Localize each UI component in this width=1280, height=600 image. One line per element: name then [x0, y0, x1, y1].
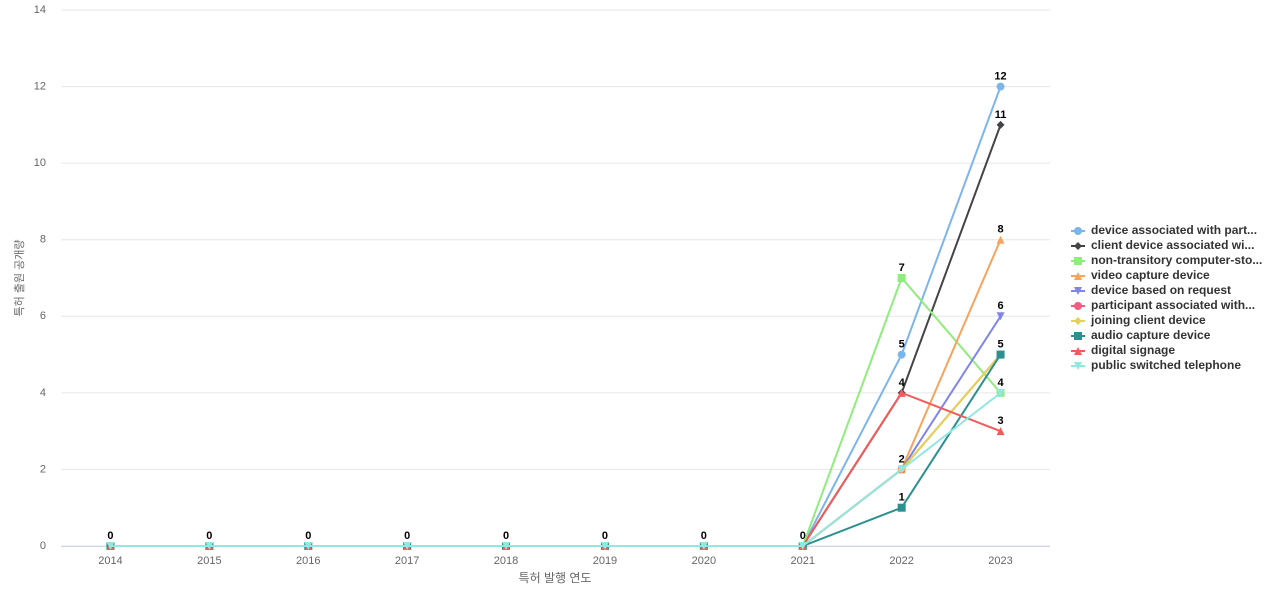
data-label: 1 — [899, 492, 905, 504]
data-label: 0 — [701, 530, 707, 542]
legend-item[interactable]: client device associated wi... — [1071, 238, 1254, 252]
x-tick-label: 2021 — [791, 555, 815, 567]
data-point — [996, 82, 1005, 91]
legend-label: joining client device — [1090, 313, 1206, 327]
series-line — [110, 353, 1002, 547]
data-point — [996, 120, 1005, 129]
legend-item[interactable]: device associated with part... — [1071, 223, 1257, 237]
y-tick-label: 14 — [34, 4, 46, 16]
x-tick-label: 2014 — [98, 555, 122, 567]
data-label: 2 — [899, 453, 905, 465]
x-tick-label: 2018 — [494, 555, 518, 567]
data-point — [205, 542, 214, 550]
data-point — [798, 542, 807, 550]
legend-marker — [1074, 332, 1082, 340]
data-point — [996, 388, 1005, 397]
series-line — [110, 315, 1002, 547]
legend-marker — [1074, 287, 1082, 295]
data-point — [996, 350, 1005, 359]
data-label: 3 — [997, 415, 1003, 427]
data-label: 0 — [800, 530, 806, 542]
x-axis-title: 특허 발행 연도 — [519, 570, 592, 585]
legend-marker — [1074, 272, 1082, 280]
series-line — [110, 392, 1002, 547]
legend-label: participant associated with... — [1091, 298, 1255, 312]
data-label: 0 — [503, 530, 509, 542]
legend-label: device based on request — [1091, 283, 1231, 297]
series-line — [110, 276, 1002, 547]
data-point — [600, 542, 609, 550]
data-label: 0 — [305, 530, 311, 542]
x-tick-label: 2019 — [593, 555, 617, 567]
legend-marker — [1074, 242, 1082, 250]
legend-marker — [1074, 362, 1082, 370]
legend-label: public switched telephone — [1091, 358, 1241, 372]
legend-marker — [1074, 302, 1082, 310]
y-tick-label: 10 — [34, 157, 46, 169]
y-tick-label: 0 — [40, 540, 46, 552]
legend-item[interactable]: device based on request — [1071, 283, 1231, 297]
series-line — [110, 124, 1002, 547]
data-point — [897, 465, 906, 474]
legend-item[interactable]: video capture device — [1071, 268, 1210, 282]
data-label: 6 — [997, 300, 1003, 312]
x-tick-label: 2023 — [988, 555, 1012, 567]
data-label: 12 — [994, 70, 1006, 82]
data-point — [502, 542, 511, 550]
legend-label: audio capture device — [1091, 328, 1211, 342]
data-point — [996, 427, 1005, 436]
series-line — [110, 354, 1002, 547]
y-tick-label: 4 — [40, 387, 46, 399]
x-tick-label: 2016 — [296, 555, 320, 567]
legend-label: device associated with part... — [1091, 223, 1257, 237]
data-label: 7 — [899, 262, 905, 274]
legend-marker — [1074, 257, 1082, 265]
data-point — [897, 503, 906, 512]
y-tick-label: 8 — [40, 234, 46, 246]
series-line — [110, 353, 1002, 547]
data-label: 5 — [899, 338, 905, 350]
legend-item[interactable]: digital signage — [1071, 343, 1175, 357]
data-point — [403, 542, 412, 550]
y-tick-label: 12 — [34, 80, 46, 92]
x-tick-label: 2020 — [692, 555, 716, 567]
data-point — [897, 274, 906, 282]
legend-item[interactable]: non-transitory computer-sto... — [1071, 253, 1262, 267]
data-point — [996, 235, 1005, 244]
data-label: 5 — [997, 338, 1003, 350]
legend-item[interactable]: audio capture device — [1071, 328, 1211, 342]
legend-label: digital signage — [1091, 343, 1175, 357]
legend-label: non-transitory computer-sto... — [1091, 253, 1262, 267]
y-tick-label: 2 — [40, 463, 46, 475]
data-label: 0 — [602, 530, 608, 542]
data-point — [996, 312, 1005, 321]
legend-item[interactable]: participant associated with... — [1071, 298, 1255, 312]
legend-item[interactable]: joining client device — [1071, 313, 1206, 327]
data-point — [106, 542, 115, 550]
data-label: 8 — [997, 224, 1003, 236]
data-point — [897, 388, 906, 397]
data-label: 11 — [995, 109, 1007, 121]
data-label: 0 — [404, 530, 410, 542]
data-label: 4 — [899, 377, 906, 389]
x-tick-label: 2017 — [395, 555, 419, 567]
y-axis-title: 특허 출원 공개량 — [13, 240, 26, 317]
data-label: 0 — [206, 530, 212, 542]
data-label: 0 — [107, 530, 113, 542]
legend-marker — [1074, 227, 1082, 235]
data-point — [897, 350, 906, 359]
legend-item[interactable]: public switched telephone — [1071, 358, 1241, 372]
legend-marker — [1074, 317, 1082, 325]
legend-label: client device associated wi... — [1091, 238, 1254, 252]
x-tick-label: 2022 — [889, 555, 913, 567]
legend-marker — [1074, 347, 1082, 355]
legend-label: video capture device — [1091, 268, 1210, 282]
data-point — [699, 542, 708, 550]
data-label: 4 — [997, 377, 1004, 389]
data-point — [304, 542, 313, 550]
x-tick-label: 2015 — [197, 555, 221, 567]
y-tick-label: 6 — [40, 310, 46, 322]
